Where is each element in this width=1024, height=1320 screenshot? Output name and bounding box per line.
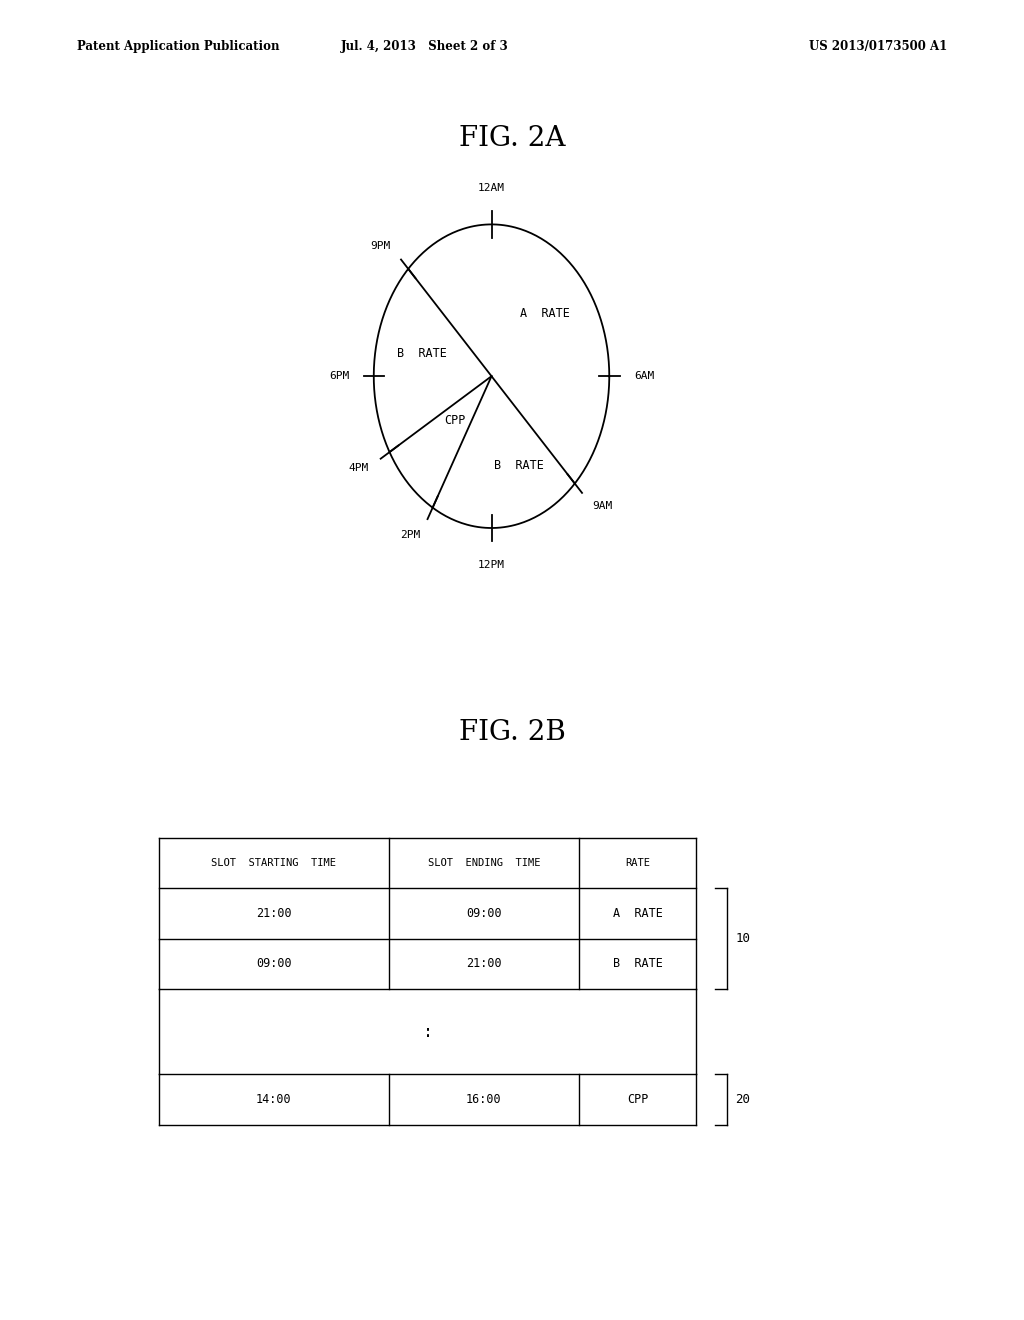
- Text: 21:00: 21:00: [256, 907, 292, 920]
- Text: FIG. 2B: FIG. 2B: [459, 719, 565, 746]
- Text: 21:00: 21:00: [466, 957, 502, 970]
- Text: A  RATE: A RATE: [520, 308, 570, 321]
- Text: FIG. 2A: FIG. 2A: [459, 125, 565, 152]
- Text: B  RATE: B RATE: [612, 957, 663, 970]
- Text: :: :: [423, 1023, 432, 1040]
- Text: 9PM: 9PM: [371, 242, 391, 252]
- Text: 14:00: 14:00: [256, 1093, 292, 1106]
- Text: SLOT  STARTING  TIME: SLOT STARTING TIME: [211, 858, 337, 869]
- Text: CPP: CPP: [627, 1093, 648, 1106]
- Text: CPP: CPP: [444, 414, 465, 428]
- Text: SLOT  ENDING  TIME: SLOT ENDING TIME: [428, 858, 540, 869]
- Text: B  RATE: B RATE: [397, 347, 446, 360]
- Text: B  RATE: B RATE: [494, 459, 544, 471]
- Text: 6AM: 6AM: [634, 371, 654, 381]
- Text: 4PM: 4PM: [348, 463, 369, 473]
- Text: Jul. 4, 2013   Sheet 2 of 3: Jul. 4, 2013 Sheet 2 of 3: [341, 40, 509, 53]
- Text: 2PM: 2PM: [400, 531, 420, 540]
- Text: Patent Application Publication: Patent Application Publication: [77, 40, 280, 53]
- Text: 12AM: 12AM: [478, 182, 505, 193]
- Text: 10: 10: [735, 932, 751, 945]
- Text: 20: 20: [735, 1093, 751, 1106]
- Text: A  RATE: A RATE: [612, 907, 663, 920]
- Text: 9AM: 9AM: [592, 500, 612, 511]
- Text: 16:00: 16:00: [466, 1093, 502, 1106]
- Text: 09:00: 09:00: [256, 957, 292, 970]
- Text: 6PM: 6PM: [329, 371, 349, 381]
- Text: 12PM: 12PM: [478, 560, 505, 570]
- Text: US 2013/0173500 A1: US 2013/0173500 A1: [809, 40, 947, 53]
- Text: 09:00: 09:00: [466, 907, 502, 920]
- Text: RATE: RATE: [625, 858, 650, 869]
